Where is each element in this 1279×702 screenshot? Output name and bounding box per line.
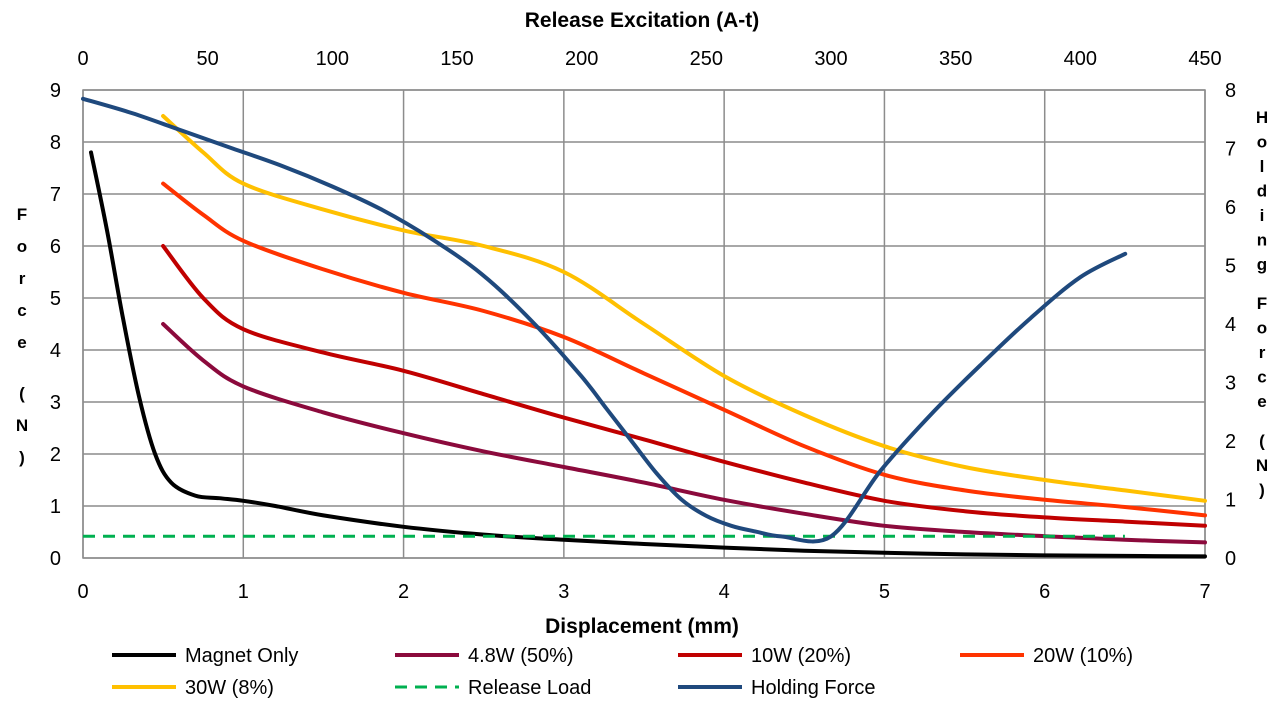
axis-title-char: c — [17, 301, 26, 320]
y2-tick-label: 7 — [1225, 139, 1236, 161]
x2-tick-label: 450 — [1188, 48, 1221, 70]
legend-label: Release Load — [468, 677, 591, 699]
x2-tick-label: 50 — [197, 48, 219, 70]
y-tick-label: 2 — [50, 444, 61, 466]
y2-tick-label: 1 — [1225, 490, 1236, 512]
legend: Magnet Only 4.8W (50%) 10W (20%) 20W (10%) 3… — [112, 645, 1133, 699]
y-tick-label: 9 — [50, 80, 61, 102]
y-tick-label: 4 — [50, 340, 61, 362]
y2-tick-label: 3 — [1225, 373, 1236, 395]
axis-title-char: F — [17, 205, 27, 224]
plot-area-border — [82, 89, 1206, 559]
grid-lines — [82, 89, 1206, 559]
axis-title-char: ) — [19, 448, 25, 467]
x-tick-label: 5 — [879, 581, 890, 603]
axis-title-char: ( — [19, 384, 25, 403]
x-tick-label: 4 — [719, 581, 730, 603]
axis-title-char: ) — [1259, 480, 1265, 499]
legend-label: Magnet Only — [185, 645, 298, 667]
axis-title-char: g — [1257, 255, 1267, 274]
x2-axis-title: Release Excitation (A-t) — [525, 9, 760, 32]
axis-title-char: l — [1260, 157, 1265, 176]
axis-title-char: N — [1256, 456, 1268, 475]
series-line-10w-20 — [161, 244, 1207, 528]
y-tick-label: 0 — [50, 548, 61, 570]
axis-title-char: c — [1257, 368, 1266, 387]
y2-tick-label: 4 — [1225, 314, 1236, 336]
legend-label: 30W (8%) — [185, 677, 274, 699]
legend-item-4-8w-50: 4.8W (50%) — [395, 645, 574, 667]
legend-item-release-load: Release Load — [395, 677, 591, 699]
axes: 0 1 2 3 4 5 6 70 50 100 150 200 250 300 350 400 45001234… — [50, 48, 1236, 603]
axis-title-char: H — [1256, 108, 1268, 127]
y-tick-label: 5 — [50, 288, 61, 310]
series-lines — [81, 96, 1207, 559]
series-line-4-8w-50 — [161, 322, 1207, 545]
axis-title-char: i — [1260, 206, 1265, 225]
y-tick-label: 7 — [50, 184, 61, 206]
axis-title-char: r — [1259, 343, 1266, 362]
y2-tick-label: 0 — [1225, 548, 1236, 570]
legend-label: Holding Force — [751, 677, 876, 699]
y-tick-label: 6 — [50, 236, 61, 258]
y-tick-label: 1 — [50, 496, 61, 518]
x2-tick-label: 100 — [316, 48, 349, 70]
legend-item-30w-8: 30W (8%) — [112, 677, 274, 699]
x-tick-label: 7 — [1199, 581, 1210, 603]
x2-tick-label: 250 — [690, 48, 723, 70]
legend-item-10w-20: 10W (20%) — [678, 645, 851, 667]
legend-label: 20W (10%) — [1033, 645, 1133, 667]
x2-tick-label: 400 — [1064, 48, 1097, 70]
y-tick-label: 8 — [50, 132, 61, 154]
x-tick-label: 1 — [238, 581, 249, 603]
x2-tick-label: 150 — [440, 48, 473, 70]
x-tick-label: 6 — [1039, 581, 1050, 603]
x2-tick-label: 300 — [814, 48, 847, 70]
axis-title-char: r — [19, 269, 26, 288]
y2-tick-label: 2 — [1225, 431, 1236, 453]
axis-title-char: d — [1257, 182, 1267, 201]
y-axis-title: Force ( N) — [16, 205, 28, 467]
legend-label: 10W (20%) — [751, 645, 851, 667]
x-tick-label: 0 — [77, 581, 88, 603]
series-line-magnet-only — [89, 150, 1207, 559]
axis-title-char: F — [1257, 294, 1267, 313]
axis-title-char: e — [17, 333, 26, 352]
legend-item-magnet-only: Magnet Only — [112, 645, 298, 667]
axis-title-char: o — [17, 237, 27, 256]
x2-tick-label: 0 — [77, 48, 88, 70]
y2-tick-label: 8 — [1225, 80, 1236, 102]
x-tick-label: 2 — [398, 581, 409, 603]
axis-title-char: e — [1257, 392, 1266, 411]
x2-tick-label: 200 — [565, 48, 598, 70]
legend-label: 4.8W (50%) — [468, 645, 574, 667]
series-line-30w-8 — [161, 114, 1207, 503]
x-axis-title: Displacement (mm) — [545, 615, 739, 638]
axis-title-char: o — [1257, 319, 1267, 338]
y2-tick-label: 6 — [1225, 197, 1236, 219]
x2-tick-label: 350 — [939, 48, 972, 70]
axis-title-char: o — [1257, 133, 1267, 152]
series-line-20w-10 — [161, 181, 1207, 518]
legend-item-holding-force: Holding Force — [678, 677, 876, 699]
y2-tick-label: 5 — [1225, 256, 1236, 278]
axis-title-char: N — [16, 416, 28, 435]
legend-item-20w-10: 20W (10%) — [960, 645, 1133, 667]
y-tick-label: 3 — [50, 392, 61, 414]
axis-title-char: ( — [1259, 431, 1265, 450]
series-line-holding-force — [81, 96, 1128, 544]
axis-title-char: n — [1257, 231, 1267, 250]
x-tick-label: 3 — [558, 581, 569, 603]
